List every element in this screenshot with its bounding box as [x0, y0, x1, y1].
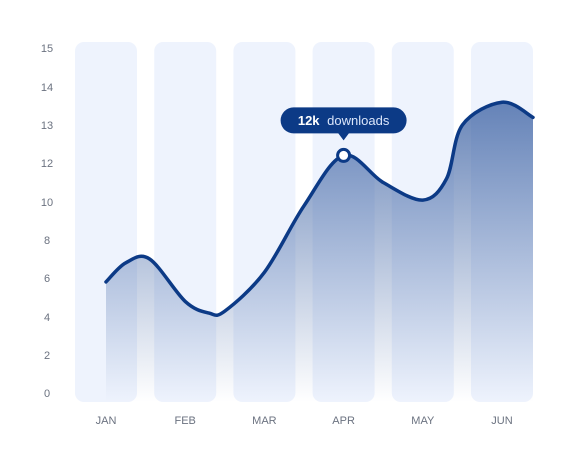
tooltip-bubble [280, 107, 407, 134]
y-axis: 0 2 4 6 8 10 12 13 14 15 [41, 43, 53, 400]
series-line [104, 100, 535, 317]
y-tick-label: 6 [44, 273, 50, 285]
tooltip-value: 12k [298, 113, 320, 128]
x-tick-label-jun: JUN [491, 415, 512, 427]
x-tick-label-apr: APR [332, 415, 355, 427]
highlight-point[interactable] [336, 147, 352, 163]
x-tick-label-may: MAY [411, 415, 435, 427]
y-tick-label: 8 [44, 235, 50, 247]
tooltip: 12k downloads [280, 107, 407, 141]
y-tick-label: 13 [41, 120, 53, 132]
x-tick-label-jan: JAN [96, 415, 117, 427]
y-tick-label: 0 [44, 388, 50, 400]
tooltip-text: 12k downloads [298, 113, 390, 128]
y-tick-label: 15 [41, 43, 53, 55]
x-axis: JAN FEB MAR APR MAY JUN [96, 415, 513, 427]
y-tick-label: 12 [41, 158, 53, 170]
tooltip-label: downloads [327, 113, 390, 128]
tooltip-tail [337, 132, 350, 141]
y-tick-label: 14 [41, 82, 53, 94]
x-tick-label-mar: MAR [252, 415, 277, 427]
y-tick-label: 2 [44, 350, 50, 362]
series-area [106, 102, 533, 402]
y-tick-label: 10 [41, 197, 53, 209]
x-tick-label-feb: FEB [174, 415, 195, 427]
y-tick-label: 4 [44, 312, 50, 324]
